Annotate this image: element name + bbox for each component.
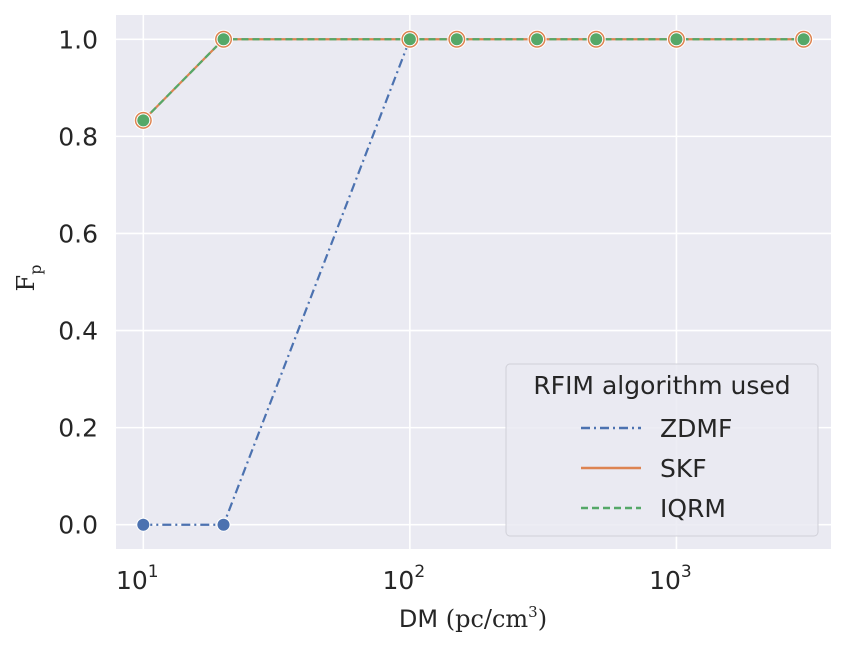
legend-title: RFIM algorithm used — [533, 371, 790, 400]
x-tick-base: 10 — [383, 566, 415, 595]
data-point-iqrm — [402, 32, 417, 47]
data-point-iqrm — [669, 32, 684, 47]
x-axis-label-unit-close: ) — [538, 605, 547, 633]
x-axis-label-unit-open: (pc/cm — [446, 605, 529, 633]
data-point-zdmf — [136, 517, 151, 532]
legend-box — [505, 363, 819, 537]
x-tick-label: 102 — [383, 562, 426, 595]
data-point-iqrm — [796, 32, 811, 47]
x-tick-base: 10 — [649, 566, 681, 595]
legend-label-skf: SKF — [660, 454, 707, 483]
y-tick-label: 1.0 — [58, 25, 98, 54]
x-tick-label: 101 — [116, 562, 159, 595]
y-tick-label: 0.8 — [58, 122, 98, 151]
x-axis-label-unit-sup: 3 — [528, 603, 538, 621]
x-tick-exponent: 1 — [148, 562, 159, 582]
y-tick-label: 0.2 — [58, 414, 98, 443]
y-tick-label: 0.4 — [58, 317, 98, 346]
data-point-iqrm — [530, 32, 545, 47]
x-tick-base: 10 — [116, 566, 148, 595]
data-point-iqrm — [589, 32, 604, 47]
y-axis-label: Fp — [12, 265, 45, 292]
y-axis-label-main: F — [12, 275, 40, 292]
legend-label-iqrm: IQRM — [660, 494, 726, 523]
x-tick-exponent: 3 — [681, 562, 692, 582]
x-axis-label: DM (pc/cm3) — [399, 603, 547, 633]
data-point-iqrm — [216, 32, 231, 47]
data-point-iqrm — [136, 113, 151, 128]
data-point-zdmf — [216, 517, 231, 532]
series-line-iqrm — [142, 38, 804, 122]
data-point-iqrm — [449, 32, 464, 47]
series-layer — [133, 29, 814, 532]
y-tick-label: 0.6 — [58, 219, 98, 248]
x-tick-exponent: 2 — [414, 562, 425, 582]
x-axis-label-main: DM — [399, 605, 438, 633]
y-tick-label: 0.0 — [58, 511, 98, 540]
legend: RFIM algorithm used ZDMF SKF IQRM — [505, 363, 819, 537]
x-tick-label: 103 — [649, 562, 692, 595]
y-axis-label-sub: p — [26, 265, 45, 275]
legend-label-zdmf: ZDMF — [660, 414, 732, 443]
legend-entries: ZDMF SKF IQRM — [581, 414, 732, 523]
